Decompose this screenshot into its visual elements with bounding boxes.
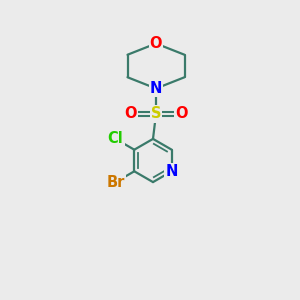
Text: O: O xyxy=(124,106,137,122)
Text: O: O xyxy=(150,36,162,51)
Text: N: N xyxy=(166,164,178,179)
Text: O: O xyxy=(175,106,188,122)
Text: Cl: Cl xyxy=(108,131,124,146)
Text: Br: Br xyxy=(106,175,125,190)
Text: N: N xyxy=(150,81,162,96)
Text: S: S xyxy=(151,106,161,122)
